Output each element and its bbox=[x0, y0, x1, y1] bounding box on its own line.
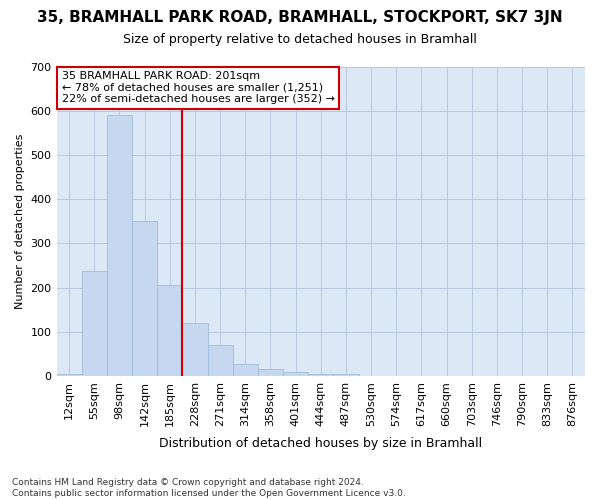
Bar bbox=[56, 374, 82, 376]
Bar bbox=[258, 370, 283, 376]
Bar bbox=[283, 372, 308, 376]
Bar bbox=[157, 286, 182, 376]
Text: 35 BRAMHALL PARK ROAD: 201sqm
← 78% of detached houses are smaller (1,251)
22% o: 35 BRAMHALL PARK ROAD: 201sqm ← 78% of d… bbox=[62, 71, 335, 104]
Text: Contains HM Land Registry data © Crown copyright and database right 2024.
Contai: Contains HM Land Registry data © Crown c… bbox=[12, 478, 406, 498]
Bar bbox=[334, 374, 359, 376]
Bar bbox=[233, 364, 258, 376]
X-axis label: Distribution of detached houses by size in Bramhall: Distribution of detached houses by size … bbox=[159, 437, 482, 450]
Bar bbox=[308, 374, 334, 376]
Text: 35, BRAMHALL PARK ROAD, BRAMHALL, STOCKPORT, SK7 3JN: 35, BRAMHALL PARK ROAD, BRAMHALL, STOCKP… bbox=[37, 10, 563, 25]
Y-axis label: Number of detached properties: Number of detached properties bbox=[15, 134, 25, 309]
Bar bbox=[107, 115, 132, 376]
Bar bbox=[132, 221, 157, 376]
Text: Size of property relative to detached houses in Bramhall: Size of property relative to detached ho… bbox=[123, 32, 477, 46]
Bar bbox=[182, 323, 208, 376]
Bar bbox=[82, 271, 107, 376]
Bar bbox=[208, 345, 233, 376]
